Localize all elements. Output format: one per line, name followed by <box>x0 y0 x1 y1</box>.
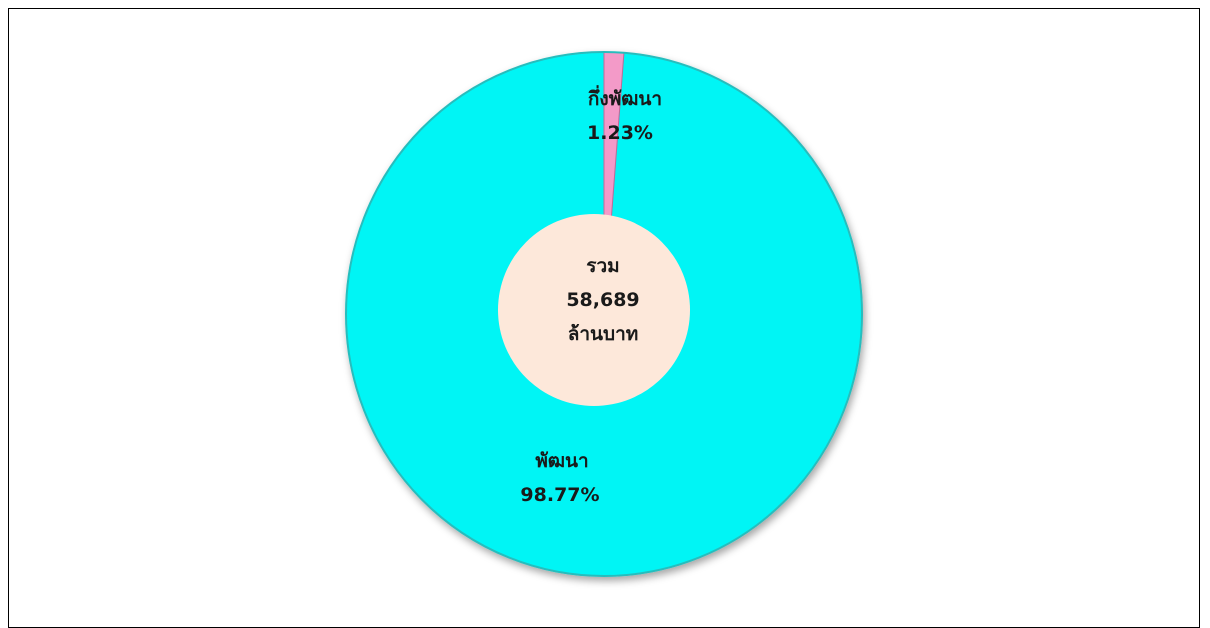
center-total-circle <box>498 214 690 406</box>
donut-chart: รวม 58,689 ล้านบาท กึ่งพัฒนา 1.23% พัฒนา… <box>345 51 863 577</box>
slice-value-semi-developed: 1.23% <box>587 122 653 144</box>
slice-value-developed: 98.77% <box>520 484 599 506</box>
slice-label-semi-developed: กึ่งพัฒนา <box>588 85 662 110</box>
center-label-unit: ล้านบาท <box>568 323 639 345</box>
donut-rim <box>345 51 863 577</box>
center-label-total: 58,689 <box>566 289 639 311</box>
slice-label-developed: พัฒนา <box>535 450 588 472</box>
center-label-line1: รวม <box>586 255 619 277</box>
